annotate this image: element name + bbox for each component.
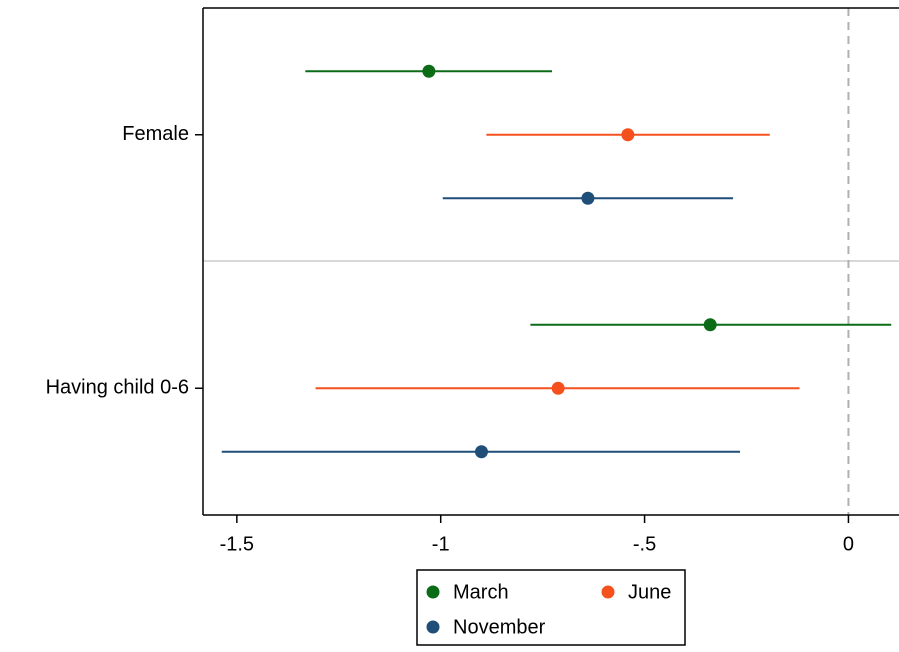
- legend-marker: [601, 585, 615, 599]
- point-estimate: [422, 64, 436, 78]
- point-estimate: [551, 381, 565, 395]
- legend-box: [416, 569, 686, 646]
- y-tick-label: Female: [122, 123, 189, 145]
- x-tick-label: -.5: [633, 533, 656, 555]
- point-estimate: [474, 445, 488, 459]
- legend-marker: [426, 620, 440, 634]
- y-tick-label: Having child 0-6: [46, 377, 189, 399]
- legend-marker: [426, 585, 440, 599]
- legend-label: March: [453, 581, 509, 603]
- point-estimate: [703, 318, 717, 332]
- legend-label: November: [453, 616, 546, 638]
- x-tick-label: 0: [843, 533, 854, 555]
- legend-label: June: [628, 581, 671, 603]
- point-estimate: [581, 191, 595, 205]
- x-tick-label: -1.5: [220, 533, 254, 555]
- x-tick-label: -1: [432, 533, 450, 555]
- point-estimate: [621, 128, 635, 142]
